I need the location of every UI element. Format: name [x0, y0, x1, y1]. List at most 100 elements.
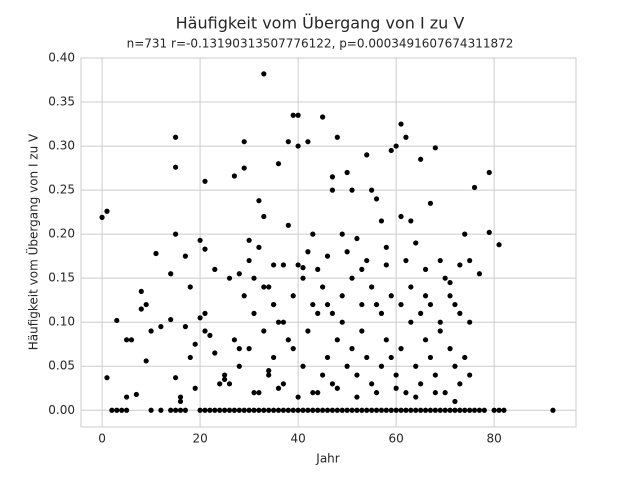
point [305, 139, 311, 145]
point [143, 301, 149, 308]
point [285, 139, 291, 145]
point [246, 257, 252, 264]
point [261, 407, 267, 413]
point [236, 407, 242, 413]
point [422, 266, 429, 272]
point [349, 275, 355, 281]
point [99, 214, 105, 221]
point [334, 407, 340, 413]
point [388, 407, 394, 413]
point [398, 407, 404, 413]
point [182, 253, 188, 259]
point [388, 293, 394, 299]
point [373, 196, 380, 202]
point [114, 317, 120, 324]
point [261, 328, 267, 334]
point [221, 407, 228, 413]
point [285, 222, 291, 228]
point [266, 372, 272, 378]
point [339, 231, 345, 237]
point [418, 156, 424, 162]
point [104, 375, 110, 381]
point [324, 354, 331, 361]
point [393, 143, 399, 149]
point [168, 316, 174, 323]
point [344, 407, 350, 413]
point [427, 301, 434, 308]
point [324, 301, 331, 308]
point [138, 288, 144, 294]
point [442, 407, 448, 413]
point [447, 407, 453, 413]
point [364, 354, 370, 361]
point [300, 275, 306, 281]
point [427, 200, 434, 206]
point [373, 407, 380, 413]
point [261, 71, 267, 77]
point [408, 407, 414, 413]
point [241, 293, 247, 299]
point [280, 407, 287, 413]
y-tick-label: 0.00 [48, 403, 75, 417]
point [217, 381, 223, 387]
point [177, 398, 184, 405]
point [275, 385, 282, 391]
point [378, 363, 385, 369]
point [148, 328, 154, 334]
point [344, 249, 350, 255]
point [280, 319, 287, 325]
point [432, 372, 438, 378]
point [403, 134, 409, 140]
point [437, 257, 443, 264]
point [344, 363, 350, 369]
point [403, 390, 409, 396]
point [339, 407, 345, 413]
point [452, 407, 458, 413]
point [315, 390, 321, 396]
point [339, 319, 345, 325]
point [486, 229, 492, 235]
point [261, 284, 267, 290]
point [221, 376, 228, 383]
point [349, 187, 355, 193]
point [236, 271, 242, 277]
point [496, 407, 502, 413]
point [329, 187, 336, 193]
point [172, 407, 179, 413]
point [305, 407, 311, 413]
point [481, 407, 487, 413]
point [295, 112, 301, 118]
point [275, 161, 282, 167]
point [369, 284, 375, 290]
point [305, 249, 311, 255]
point [285, 337, 291, 343]
point [408, 319, 414, 325]
point [221, 372, 228, 378]
point [354, 394, 360, 400]
point [418, 381, 424, 387]
point [241, 165, 247, 171]
point [432, 390, 438, 396]
point [383, 407, 389, 413]
point [364, 152, 370, 158]
x-tick-label: 20 [192, 432, 207, 446]
point [172, 231, 179, 237]
point [256, 390, 262, 396]
point [349, 346, 355, 352]
point [266, 284, 272, 290]
point [187, 284, 193, 290]
point [447, 293, 453, 299]
point [280, 262, 287, 268]
point [437, 407, 443, 413]
y-tick-label: 0.30 [48, 139, 75, 153]
point [172, 134, 179, 140]
y-tick-label: 0.35 [48, 95, 75, 109]
point [305, 328, 311, 334]
point [320, 372, 326, 378]
point [271, 262, 277, 268]
y-tick-label: 0.20 [48, 227, 75, 241]
point [104, 208, 110, 214]
point [285, 407, 291, 413]
point [271, 407, 277, 413]
point [437, 328, 443, 334]
